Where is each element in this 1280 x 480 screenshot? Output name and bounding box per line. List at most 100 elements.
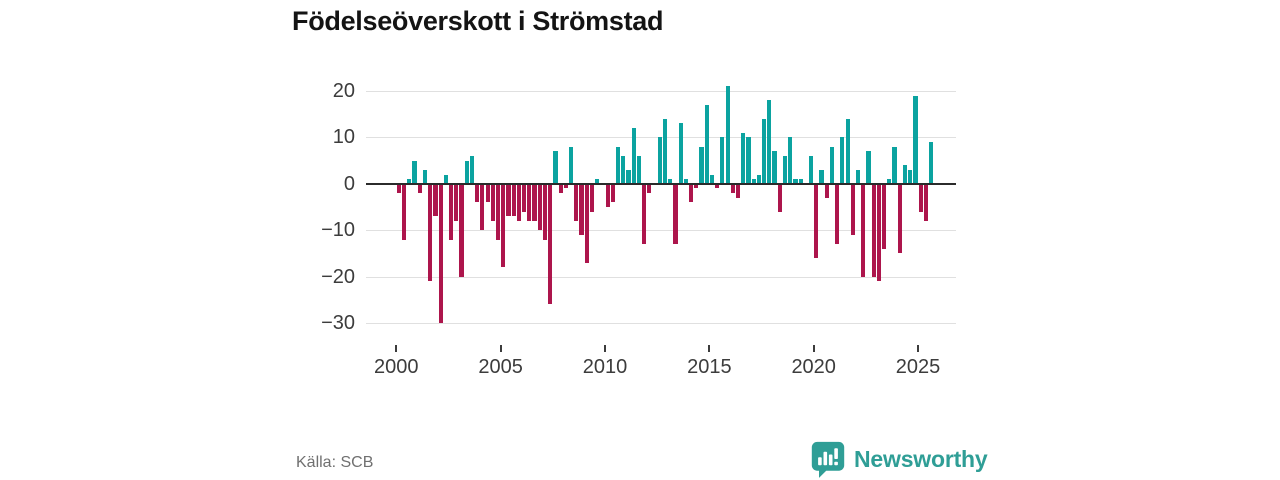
quarter-bar xyxy=(694,183,699,189)
quarter-bar xyxy=(433,183,438,217)
quarter-bar xyxy=(788,137,793,184)
quarter-bar xyxy=(725,86,730,184)
x-axis-tick xyxy=(917,345,920,352)
bar-chart-map-marker-icon xyxy=(811,441,845,478)
quarter-bar xyxy=(584,183,589,263)
quarter-bar xyxy=(537,183,542,231)
quarter-bar xyxy=(673,183,678,245)
x-axis-tick-label: 2005 xyxy=(478,356,523,378)
quarter-bar xyxy=(897,183,902,254)
chart-title: Födelseöverskott i Strömstad xyxy=(292,6,664,36)
quarter-bar xyxy=(579,183,584,235)
x-axis-tick-label: 2015 xyxy=(687,356,732,378)
quarter-bar xyxy=(657,137,662,184)
quarter-bar xyxy=(610,183,615,203)
quarter-bar xyxy=(459,183,464,277)
quarter-bar xyxy=(548,183,553,305)
quarter-bar xyxy=(495,183,501,240)
quarter-bar xyxy=(428,183,433,282)
quarter-bar xyxy=(412,160,417,184)
quarter-bar xyxy=(480,183,485,231)
y-axis-tick-label: −10 xyxy=(321,219,355,242)
quarter-bar xyxy=(928,142,934,184)
quarter-bar xyxy=(882,183,887,249)
quarter-bar xyxy=(923,183,928,221)
quarter-bar xyxy=(443,174,448,184)
quarter-bar xyxy=(448,183,454,240)
gridline xyxy=(366,230,956,232)
gridline xyxy=(366,276,956,278)
quarter-bar xyxy=(819,169,824,184)
y-axis-tick-label: 20 xyxy=(332,79,355,102)
quarter-bar xyxy=(808,155,814,184)
quarter-bar xyxy=(782,155,788,184)
quarter-bar xyxy=(892,146,897,184)
gridline xyxy=(366,323,956,325)
quarter-bar xyxy=(568,146,574,184)
quarter-bar xyxy=(631,128,636,184)
quarter-bar xyxy=(506,183,511,217)
x-axis-tick xyxy=(395,345,398,352)
quarter-bar xyxy=(454,183,459,221)
quarter-bar xyxy=(662,118,668,184)
source-label: Källa: SCB xyxy=(296,454,374,471)
y-axis-tick-label: −20 xyxy=(321,265,355,288)
x-axis-tick xyxy=(708,345,711,352)
x-axis-tick-label: 2010 xyxy=(582,356,628,378)
quarter-bar xyxy=(516,183,521,221)
quarter-bar xyxy=(542,183,548,240)
quarter-bar xyxy=(469,155,475,184)
quarter-bar xyxy=(751,179,756,184)
gridline xyxy=(366,90,956,92)
x-axis-tick xyxy=(812,345,815,352)
quarter-bar xyxy=(522,183,527,212)
quarter-bar xyxy=(621,155,626,184)
quarter-bar xyxy=(845,118,850,184)
quarter-bar xyxy=(699,146,704,184)
quarter-bar xyxy=(777,183,782,212)
quarter-bar xyxy=(835,183,840,245)
quarter-bar xyxy=(595,179,600,184)
quarter-bar xyxy=(417,183,422,194)
y-axis-tick-label: 0 xyxy=(343,172,355,195)
x-axis-tick-label: 2020 xyxy=(791,356,836,378)
quarter-bar xyxy=(871,183,876,277)
quarter-bar xyxy=(511,183,516,217)
quarter-bar xyxy=(527,183,532,221)
quarter-bar xyxy=(668,179,673,184)
y-axis-tick-label: −30 xyxy=(321,312,355,335)
quarter-bar xyxy=(475,183,480,203)
quarter-bar xyxy=(553,151,558,184)
brand-logo: Newsworthy xyxy=(810,440,988,478)
quarter-bar xyxy=(861,183,866,277)
x-axis-tick xyxy=(604,345,606,352)
quarter-bar xyxy=(532,183,537,221)
quarter-bar xyxy=(756,174,761,184)
quarter-bar xyxy=(767,100,772,184)
quarter-bar xyxy=(402,183,407,240)
quarter-bar xyxy=(709,174,715,184)
quarter-bar xyxy=(605,183,610,207)
quarter-bar xyxy=(741,132,746,184)
quarter-bar xyxy=(715,183,720,189)
quarter-bar xyxy=(730,183,735,194)
quarter-bar xyxy=(793,179,798,184)
quarter-bar xyxy=(850,183,855,235)
quarter-bar xyxy=(615,146,621,184)
quarter-bar xyxy=(735,183,741,198)
quarter-bar xyxy=(814,183,819,259)
quarter-bar xyxy=(438,183,443,324)
quarter-bar xyxy=(683,179,688,184)
x-axis-tick-label: 2025 xyxy=(895,356,941,378)
quarter-bar xyxy=(464,160,469,184)
quarter-bar xyxy=(589,183,595,212)
quarter-bar xyxy=(626,169,631,184)
quarter-bar xyxy=(558,183,563,194)
quarter-bar xyxy=(678,123,683,184)
quarter-bar xyxy=(798,179,803,184)
quarter-bar xyxy=(855,169,861,184)
brand-name: Newsworthy xyxy=(854,445,988,472)
quarter-bar xyxy=(913,95,918,184)
x-axis-tick xyxy=(499,345,502,352)
quarter-bar xyxy=(902,165,908,184)
